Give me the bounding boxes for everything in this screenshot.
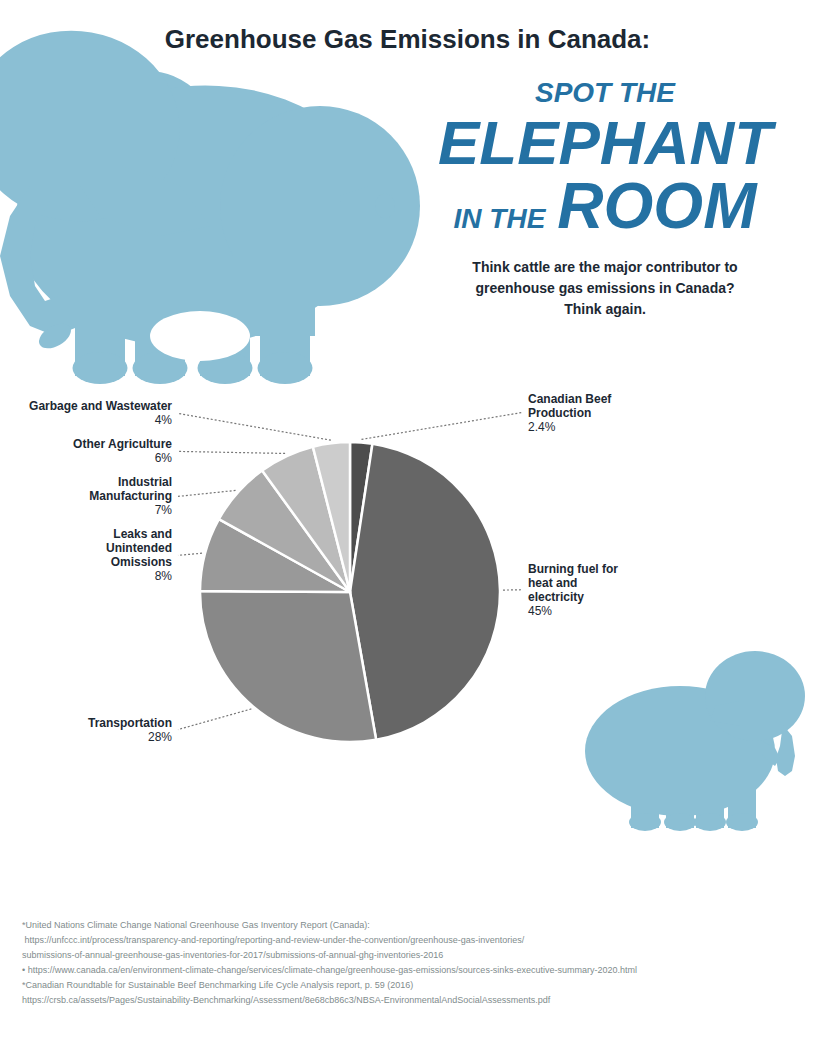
pie-slice (350, 444, 500, 740)
elephant-shape (150, 311, 250, 361)
slice-label: Other Agriculture (73, 437, 172, 451)
data-label: 8% (155, 569, 173, 583)
elephant-shape (776, 721, 795, 776)
labels: Canadian BeefProduction2.4% Burning fuel … (29, 392, 618, 744)
footnote: submissions-of-annual-greenhouse-gas-inv… (22, 950, 443, 960)
data-label: 6% (155, 451, 173, 465)
headline: IN THE (454, 203, 547, 234)
leader-line (178, 709, 251, 730)
elephant-shape (726, 813, 758, 831)
leader-line (178, 553, 202, 555)
footnote: https://unfccc.int/process/transparency-… (22, 935, 525, 945)
leader-line (178, 490, 236, 496)
footnote: *United Nations Climate Change National … (22, 920, 370, 930)
headline: ROOM (557, 170, 758, 242)
footnote: • https://www.canada.ca/en/environment-c… (22, 965, 637, 975)
elephant-shape (762, 741, 780, 766)
slice-label: Leaks andUnintendedOmissions (106, 527, 172, 569)
data-label: 28% (148, 730, 172, 744)
pie (200, 442, 500, 742)
data-label: 45% (528, 604, 552, 618)
leader-line (178, 451, 285, 453)
headline: SPOT THE (535, 77, 676, 108)
slice-label: Transportation (88, 716, 172, 730)
slice-label: Burning fuel forheat andelectricity (528, 562, 618, 604)
leader-line (361, 413, 522, 440)
elephant-shape (375, 194, 395, 219)
elephant-shape (710, 701, 760, 726)
pie-slice (200, 591, 376, 742)
elephant-shape (258, 352, 313, 384)
data-label: 2.4% (528, 420, 556, 434)
elephant-shape (694, 813, 726, 831)
title: Greenhouse Gas Emissions in Canada: (165, 24, 650, 54)
elephant-shape (664, 813, 696, 831)
pie-slice (313, 442, 350, 592)
headline: ELEPHANT (438, 108, 777, 177)
leader-line (178, 413, 331, 440)
data-label: 7% (155, 503, 173, 517)
elephant-shape (631, 756, 756, 796)
slice-label: Garbage and Wastewater (29, 399, 172, 413)
elephant-calf (585, 651, 805, 831)
data-label: 4% (155, 413, 173, 427)
elephant-shape (35, 319, 75, 354)
slice-label: IndustrialManufacturing (89, 475, 172, 503)
elephant-decoration (0, 14, 805, 831)
elephant-shape (73, 352, 128, 384)
leader-line (503, 589, 522, 591)
elephant-shape (705, 651, 805, 741)
subtitle: Think cattle are the major contributor t… (472, 259, 737, 317)
elephant-shape (80, 166, 210, 236)
elephant-shape (629, 813, 661, 831)
footnote: https://crsb.ca/assets/Pages/Sustainabil… (22, 995, 551, 1005)
slice-label: Canadian BeefProduction (528, 392, 612, 420)
footnote: *Canadian Roundtable for Sustainable Bee… (22, 980, 413, 990)
infographic: Greenhouse Gas Emissions in Canada: SPOT … (0, 0, 815, 1056)
